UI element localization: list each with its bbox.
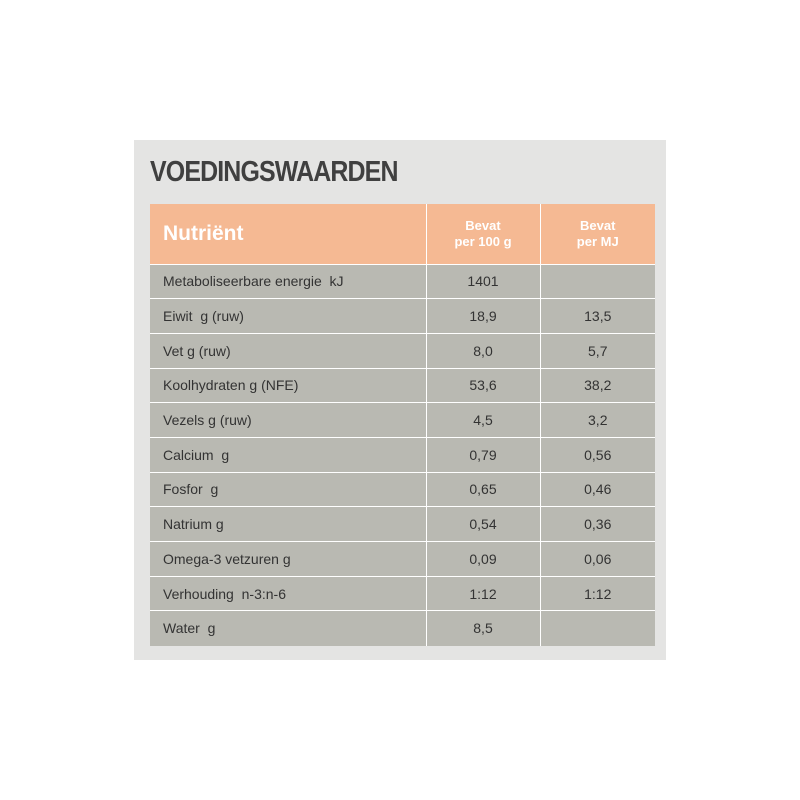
nutrient-name: Calcium g bbox=[163, 446, 230, 463]
nutrient-name: Omega-3 vetzuren g bbox=[163, 550, 291, 567]
header-row: Nutriënt Bevat per 100 g Bevat per MJ bbox=[150, 204, 655, 264]
table-row: Natrium g 0,54 0,36 bbox=[150, 506, 655, 542]
value-per-100g: 1401 bbox=[425, 264, 540, 299]
value-per-mj bbox=[539, 610, 655, 646]
table-row: Water g 8,5 bbox=[150, 610, 655, 646]
table-body: Metaboliseerbare energie kJ 1401 Eiwit g… bbox=[150, 264, 655, 646]
value-per-100g: 4,5 bbox=[425, 402, 540, 438]
nutrient-name: Verhouding n-3:n-6 bbox=[163, 585, 286, 602]
header-nutrient: Nutriënt bbox=[163, 221, 244, 245]
table-row: Calcium g 0,79 0,56 bbox=[150, 437, 655, 473]
table-row: Metaboliseerbare energie kJ 1401 bbox=[150, 264, 655, 299]
value-per-mj: 13,5 bbox=[539, 298, 655, 334]
table-row: Vet g (ruw) 8,0 5,7 bbox=[150, 333, 655, 369]
header-per-100g: Bevat per 100 g bbox=[425, 204, 540, 264]
nutrient-name: Vezels g (ruw) bbox=[163, 412, 252, 429]
nutrition-panel: VOEDINGSWAARDEN Nutriënt Bevat per 100 g… bbox=[134, 140, 666, 660]
table-row: Eiwit g (ruw) 18,9 13,5 bbox=[150, 298, 655, 334]
nutrient-name: Metaboliseerbare energie kJ bbox=[163, 273, 344, 290]
value-per-100g: 53,6 bbox=[425, 368, 540, 403]
header-per-mj-line2: per MJ bbox=[576, 233, 619, 249]
value-per-mj bbox=[539, 264, 655, 299]
nutrition-table: Nutriënt Bevat per 100 g Bevat per MJ Me… bbox=[150, 204, 655, 646]
nutrient-name: Water g bbox=[163, 620, 216, 637]
value-per-mj: 5,7 bbox=[539, 333, 655, 369]
table-row: Omega-3 vetzuren g 0,09 0,06 bbox=[150, 541, 655, 577]
table-row: Fosfor g 0,65 0,46 bbox=[150, 472, 655, 507]
table-header: Nutriënt Bevat per 100 g Bevat per MJ bbox=[150, 204, 655, 264]
value-per-mj: 0,06 bbox=[539, 541, 655, 577]
nutrient-name: Fosfor g bbox=[163, 481, 219, 498]
value-per-100g: 1:12 bbox=[425, 576, 540, 611]
nutrient-name: Natrium g bbox=[163, 516, 224, 533]
value-per-100g: 0,79 bbox=[425, 437, 540, 473]
value-per-mj: 38,2 bbox=[539, 368, 655, 403]
header-per-mj-line1: Bevat bbox=[580, 217, 616, 233]
header-per-100g-line1: Bevat bbox=[465, 217, 501, 233]
value-per-100g: 18,9 bbox=[425, 298, 540, 334]
nutrient-name: Eiwit g (ruw) bbox=[163, 308, 244, 325]
header-per-mj: Bevat per MJ bbox=[539, 204, 655, 264]
value-per-100g: 0,65 bbox=[425, 472, 540, 507]
value-per-mj: 0,36 bbox=[539, 506, 655, 542]
nutrient-name: Koolhydraten g (NFE) bbox=[163, 377, 299, 394]
value-per-mj: 1:12 bbox=[539, 576, 655, 611]
value-per-mj: 0,46 bbox=[539, 472, 655, 507]
value-per-mj: 3,2 bbox=[539, 402, 655, 438]
value-per-100g: 8,5 bbox=[425, 610, 540, 646]
panel-title: VOEDINGSWAARDEN bbox=[150, 156, 398, 188]
value-per-100g: 8,0 bbox=[425, 333, 540, 369]
table-row: Koolhydraten g (NFE) 53,6 38,2 bbox=[150, 368, 655, 403]
nutrient-name: Vet g (ruw) bbox=[163, 342, 231, 359]
value-per-mj: 0,56 bbox=[539, 437, 655, 473]
value-per-100g: 0,09 bbox=[425, 541, 540, 577]
header-per-100g-line2: per 100 g bbox=[454, 233, 512, 249]
table-row: Verhouding n-3:n-6 1:12 1:12 bbox=[150, 576, 655, 611]
table-row: Vezels g (ruw) 4,5 3,2 bbox=[150, 402, 655, 438]
value-per-100g: 0,54 bbox=[425, 506, 540, 542]
